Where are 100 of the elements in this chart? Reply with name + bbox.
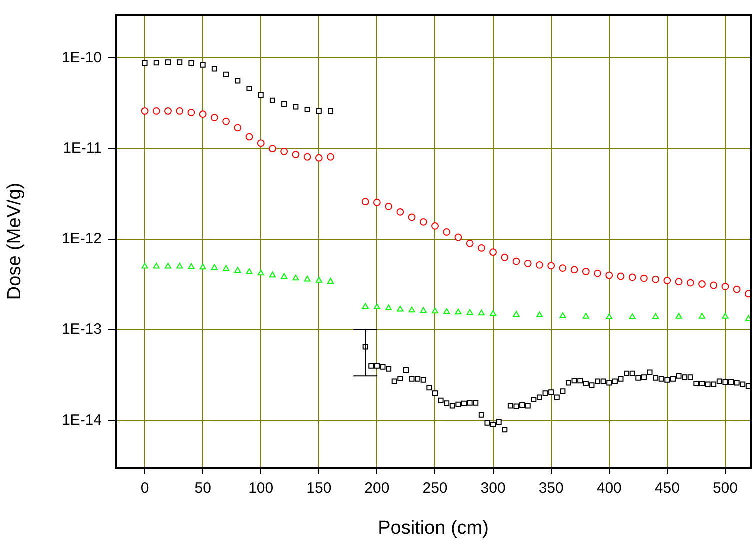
point bbox=[676, 313, 682, 319]
point bbox=[199, 110, 207, 118]
point bbox=[362, 303, 369, 309]
point bbox=[257, 140, 265, 148]
x-tick-label: 100 bbox=[248, 480, 274, 498]
point bbox=[316, 277, 322, 283]
point bbox=[408, 306, 416, 313]
x-tick-label: 450 bbox=[654, 480, 680, 498]
point bbox=[269, 272, 276, 278]
point bbox=[454, 234, 462, 242]
point bbox=[490, 248, 497, 256]
point bbox=[594, 270, 602, 278]
point bbox=[432, 308, 439, 314]
point bbox=[560, 312, 566, 318]
point bbox=[408, 214, 416, 222]
y-tick-label: 1E-13 bbox=[62, 321, 102, 338]
point bbox=[153, 263, 160, 269]
y-tick-label: 1E-12 bbox=[62, 230, 102, 248]
point bbox=[478, 244, 486, 252]
point bbox=[443, 228, 451, 236]
point bbox=[582, 313, 590, 319]
x-tick-label: 500 bbox=[712, 480, 738, 498]
point bbox=[176, 108, 184, 115]
point bbox=[606, 272, 614, 280]
x-tick-label: 400 bbox=[596, 480, 622, 498]
point bbox=[513, 311, 520, 317]
point bbox=[733, 286, 741, 294]
point bbox=[188, 263, 195, 270]
point bbox=[164, 108, 172, 115]
point bbox=[490, 310, 497, 316]
point bbox=[386, 304, 392, 311]
point bbox=[432, 222, 439, 230]
x-tick-label: 350 bbox=[538, 480, 564, 498]
point bbox=[246, 268, 253, 274]
point bbox=[200, 264, 206, 270]
point bbox=[722, 313, 729, 319]
point bbox=[304, 276, 311, 282]
point bbox=[420, 218, 428, 226]
point bbox=[524, 260, 532, 268]
point bbox=[327, 153, 334, 161]
point bbox=[397, 306, 404, 312]
y-axis-title: Dose (MeV/g) bbox=[4, 182, 26, 300]
point bbox=[478, 310, 485, 316]
point bbox=[142, 263, 148, 269]
point bbox=[258, 270, 264, 276]
point bbox=[629, 314, 636, 320]
x-tick-label: 250 bbox=[422, 480, 448, 498]
y-tick-label: 1E-11 bbox=[63, 140, 102, 157]
point bbox=[444, 308, 450, 314]
y-tick-label: 1E-14 bbox=[62, 412, 102, 429]
point bbox=[152, 108, 160, 115]
point bbox=[304, 153, 312, 161]
point bbox=[536, 261, 544, 269]
point bbox=[292, 274, 300, 281]
point bbox=[280, 148, 288, 156]
point bbox=[246, 133, 254, 141]
point bbox=[722, 283, 730, 290]
point bbox=[710, 282, 718, 290]
point bbox=[176, 263, 184, 269]
point bbox=[385, 202, 393, 210]
x-tick-label: 150 bbox=[306, 480, 332, 498]
point bbox=[698, 313, 706, 319]
point bbox=[374, 198, 381, 206]
point bbox=[292, 151, 300, 158]
x-tick-label: 0 bbox=[140, 480, 150, 498]
point bbox=[675, 278, 683, 286]
point bbox=[617, 272, 625, 280]
point bbox=[536, 312, 543, 318]
point bbox=[466, 240, 474, 248]
point bbox=[211, 264, 218, 270]
point bbox=[582, 268, 590, 276]
point bbox=[141, 108, 149, 115]
point bbox=[652, 313, 660, 320]
point bbox=[652, 276, 660, 284]
point bbox=[164, 263, 172, 269]
point bbox=[628, 274, 636, 282]
point bbox=[234, 124, 242, 132]
point bbox=[606, 314, 613, 320]
point bbox=[664, 277, 672, 284]
point bbox=[269, 145, 276, 153]
point bbox=[686, 279, 694, 287]
point bbox=[466, 309, 474, 316]
x-axis-title: Position (cm) bbox=[378, 518, 489, 539]
point bbox=[222, 118, 230, 126]
point bbox=[512, 258, 520, 266]
point bbox=[210, 114, 218, 122]
x-tick-label: 200 bbox=[364, 480, 390, 498]
point bbox=[698, 280, 706, 288]
point bbox=[455, 308, 462, 315]
point bbox=[374, 304, 380, 310]
point bbox=[501, 254, 509, 262]
point bbox=[234, 267, 242, 273]
point bbox=[188, 109, 196, 116]
point bbox=[362, 198, 370, 206]
y-tick-label: 1E-10 bbox=[62, 49, 102, 66]
point bbox=[223, 265, 230, 272]
point bbox=[420, 307, 427, 314]
x-tick-label: 300 bbox=[480, 480, 506, 498]
point bbox=[570, 266, 578, 274]
point bbox=[327, 278, 334, 284]
